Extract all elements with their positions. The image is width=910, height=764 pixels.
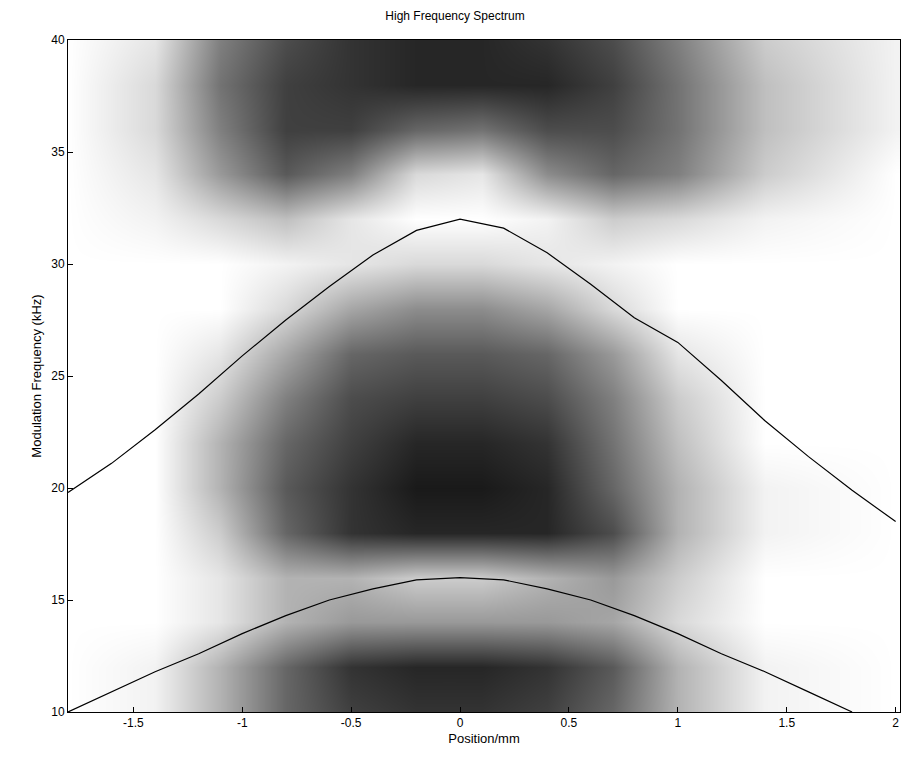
svg-text:-1.5: -1.5 [123,716,144,730]
svg-text:-0.5: -0.5 [341,716,362,730]
svg-text:1.5: 1.5 [778,716,795,730]
svg-text:Modulation Frequency (kHz): Modulation Frequency (kHz) [29,294,44,457]
svg-text:25: 25 [51,369,65,383]
svg-text:30: 30 [51,257,65,271]
svg-text:Position/mm: Position/mm [448,731,520,746]
svg-text:35: 35 [51,145,65,159]
svg-text:High Frequency Spectrum: High Frequency Spectrum [385,9,524,23]
svg-text:0: 0 [457,716,464,730]
svg-text:2: 2 [892,716,899,730]
svg-text:1: 1 [674,716,681,730]
svg-text:-1: -1 [237,716,248,730]
svg-text:20: 20 [51,481,65,495]
svg-text:10: 10 [51,705,65,719]
svg-text:15: 15 [51,593,65,607]
svg-text:0.5: 0.5 [561,716,578,730]
svg-text:40: 40 [51,33,65,47]
